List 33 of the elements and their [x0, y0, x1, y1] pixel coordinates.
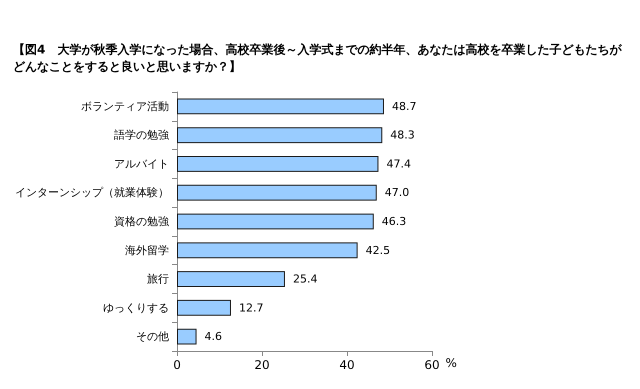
- y-tick-label: 語学の勉強: [114, 128, 169, 142]
- bar: [177, 300, 231, 316]
- y-tick-label: インターンシップ（就業体験）: [15, 186, 169, 200]
- data-label: 48.7: [392, 100, 416, 113]
- data-label: 42.5: [366, 244, 390, 257]
- data-label: 12.7: [238, 301, 264, 314]
- y-tick-label: ボランティア活動: [81, 100, 169, 113]
- data-label: 47.4: [386, 157, 411, 170]
- chart-title: 【図4 大学が秋季入学になった場合、高校卒業後～入学式までの約半年、あなたは高校を卒業した子どもたちがどんなことをすると良いと思いますか？】: [13, 42, 622, 74]
- data-label: 46.3: [382, 215, 406, 228]
- bar: [177, 242, 358, 258]
- bar: [177, 184, 377, 201]
- x-tick-label: 60: [424, 358, 440, 372]
- x-axis-title: %: [446, 356, 457, 370]
- bar: [177, 271, 285, 287]
- y-tick-label: ゆっくりする: [103, 301, 169, 314]
- y-tick-label: その他: [136, 330, 169, 344]
- data-label: 48.3: [390, 128, 415, 142]
- x-tick-label: 40: [339, 358, 355, 372]
- x-tick-label: 0: [173, 358, 181, 372]
- data-label: 25.4: [292, 272, 318, 286]
- bar: [177, 127, 382, 144]
- bar: [177, 156, 378, 172]
- y-tick-label: 旅行: [147, 272, 169, 286]
- bar: [177, 214, 374, 230]
- y-tick-label: 海外留学: [125, 244, 169, 257]
- y-tick-label: 資格の勉強: [114, 215, 169, 228]
- bar: [177, 98, 384, 114]
- x-tick-label: 20: [254, 358, 270, 372]
- data-label: 4.6: [204, 330, 222, 344]
- data-label: 47.0: [384, 186, 410, 200]
- y-tick-label: アルバイト: [114, 157, 169, 170]
- bar: [177, 328, 197, 345]
